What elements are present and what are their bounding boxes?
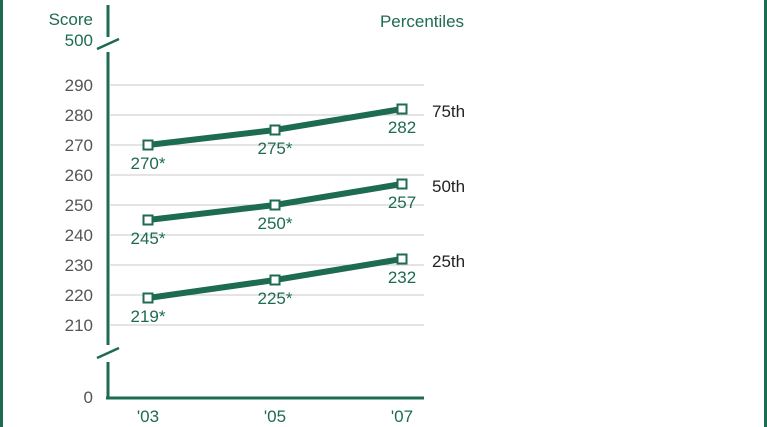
series-name-label: 50th [432,177,465,196]
data-label: 232 [388,268,416,287]
x-tick-label: '05 [264,407,286,426]
data-label: 275* [258,139,293,158]
y-tick-label: 220 [65,286,93,305]
data-point-marker [269,199,281,211]
legend-title: Percentiles [380,12,464,31]
data-label: 219* [131,307,166,326]
y-tick-label: 240 [65,226,93,245]
y-tick-labels: 290 280 270 260 250 240 230 220 210 [65,76,93,335]
y-tick-label: 250 [65,196,93,215]
y-tick-label: 280 [65,106,93,125]
x-tick-label: '07 [391,407,413,426]
data-point-marker [142,214,154,226]
x-tick-label: '03 [137,407,159,426]
data-point-marker [396,253,408,265]
series-group: 270* 275* 282 75th 245* 250* 257 50th 219* 225* 23… [131,102,466,326]
y-tick-label: 290 [65,76,93,95]
data-point-marker [396,178,408,190]
y-axis-title: Score [49,10,93,29]
series-name-label: 75th [432,102,465,121]
data-label: 250* [258,214,293,233]
data-point-marker [269,124,281,136]
x-tick-labels: '03 '05 '07 [137,407,413,426]
data-label: 245* [131,229,166,248]
data-point-marker [396,103,408,115]
y-tick-label: 260 [65,166,93,185]
y-tick-label: 210 [65,316,93,335]
series-name-label: 25th [432,252,465,271]
data-label: 282 [388,118,416,137]
y-tick-label: 270 [65,136,93,155]
axis-break-top [96,37,120,51]
data-label: 225* [258,289,293,308]
data-label: 257 [388,193,416,212]
data-point-marker [142,292,154,304]
y-tick-label: 230 [65,256,93,275]
y-axis-break-top-label: 500 [65,31,93,50]
data-point-marker [142,139,154,151]
y-axis-bottom-label: 0 [84,388,93,407]
data-point-marker [269,274,281,286]
y-axis [96,5,120,398]
axis-break-bottom [96,346,120,360]
data-label: 270* [131,154,166,173]
